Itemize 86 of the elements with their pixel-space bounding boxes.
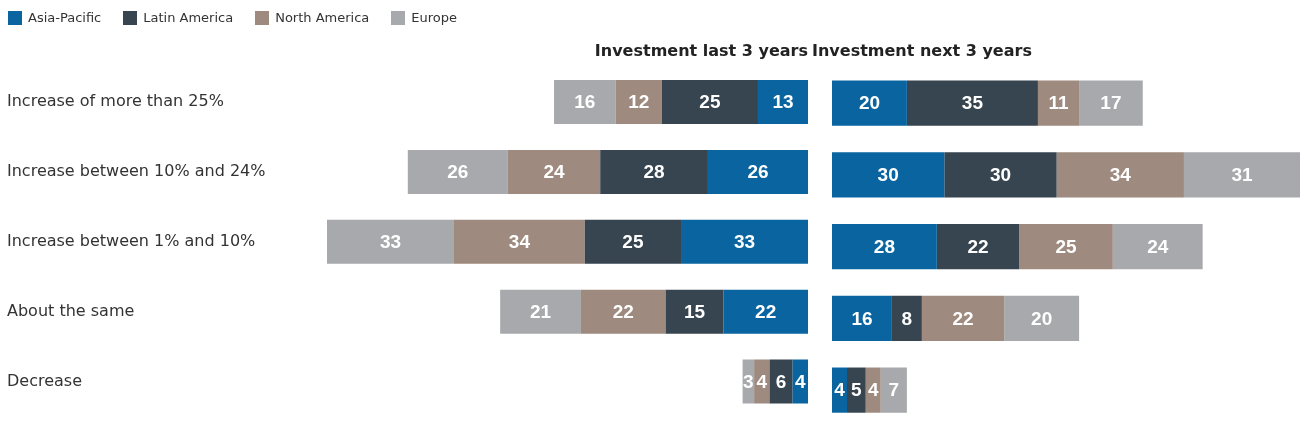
data-label: 13 (772, 91, 794, 113)
bar (832, 80, 907, 126)
data-label: 33 (733, 231, 756, 253)
bar (757, 80, 808, 125)
bar (1112, 224, 1203, 270)
bar (906, 80, 1038, 126)
bar (832, 224, 937, 270)
bar (891, 295, 922, 341)
data-label: 24 (543, 161, 566, 183)
data-label: 22 (952, 307, 974, 329)
data-label: 5 (851, 379, 863, 401)
legend-label: Latin America (143, 10, 234, 25)
data-label: 4 (867, 379, 879, 401)
data-label: 34 (1109, 164, 1132, 186)
data-label: 22 (967, 235, 989, 257)
data-label: 35 (961, 92, 984, 114)
data-label: 22 (755, 300, 777, 322)
bar (832, 295, 892, 341)
data-label: 4 (834, 379, 846, 401)
bar (846, 367, 866, 413)
bar (936, 224, 1020, 270)
bar (407, 149, 508, 194)
bar (615, 80, 662, 125)
data-label: 33 (379, 231, 402, 253)
data-label: 25 (622, 231, 644, 253)
bar (1037, 80, 1080, 126)
bar (507, 149, 601, 194)
bar (944, 152, 1057, 198)
bar (327, 219, 454, 264)
data-label: 25 (699, 91, 721, 113)
data-label: 12 (628, 91, 650, 113)
data-label: 6 (775, 370, 787, 392)
data-label: 20 (858, 92, 881, 114)
legend-label: Europe (411, 10, 458, 25)
data-label: 16 (574, 91, 596, 113)
data-label: 28 (643, 161, 665, 183)
bar (707, 149, 808, 194)
data-label: 30 (989, 164, 1012, 186)
data-label: 30 (877, 164, 899, 186)
bar (1079, 80, 1143, 126)
data-label: 25 (1055, 235, 1077, 257)
data-label: 21 (529, 300, 552, 322)
bar (754, 359, 770, 404)
bar (1183, 152, 1300, 198)
bar (832, 152, 945, 198)
bar (600, 149, 708, 194)
data-label: 17 (1100, 92, 1122, 114)
data-label: 11 (1048, 92, 1069, 114)
bar (500, 289, 581, 334)
data-label: 24 (1147, 235, 1169, 257)
bar (580, 289, 666, 334)
bar (1004, 295, 1080, 341)
data-label: 28 (873, 235, 895, 257)
y-tick-label: About the same (7, 300, 135, 320)
data-label: 26 (447, 161, 469, 183)
bar (1019, 224, 1113, 270)
y-tick-label: Decrease (7, 370, 83, 390)
data-label: 8 (901, 307, 913, 329)
y-tick-label: Increase of more than 25% (7, 91, 224, 111)
chart-title: Investment next 3 years (812, 40, 1032, 60)
y-tick-label: Increase between 10% and 24% (7, 161, 266, 181)
data-label: 4 (756, 370, 768, 392)
chart-title: Investment last 3 years (594, 40, 808, 60)
legend-label: Asia-Pacific (28, 10, 102, 25)
bar (453, 219, 585, 264)
bar (681, 219, 808, 264)
bar (880, 367, 907, 413)
data-label: 3 (743, 370, 754, 392)
bar (661, 80, 758, 125)
bar (723, 289, 808, 334)
data-label: 20 (1031, 307, 1053, 329)
data-label: 26 (747, 161, 769, 183)
data-label: 4 (795, 370, 807, 392)
bar (584, 219, 682, 264)
data-label: 7 (888, 379, 900, 401)
data-label: 15 (683, 300, 706, 322)
data-label: 22 (612, 300, 634, 322)
legend-label: North America (275, 10, 370, 25)
bar (1056, 152, 1184, 198)
bar (665, 289, 724, 334)
data-label: 31 (1231, 164, 1253, 186)
data-label: 16 (851, 307, 873, 329)
data-label: 34 (508, 231, 531, 253)
y-tick-label: Increase between 1% and 10% (7, 230, 256, 250)
bar (921, 295, 1005, 341)
bar (554, 80, 616, 125)
